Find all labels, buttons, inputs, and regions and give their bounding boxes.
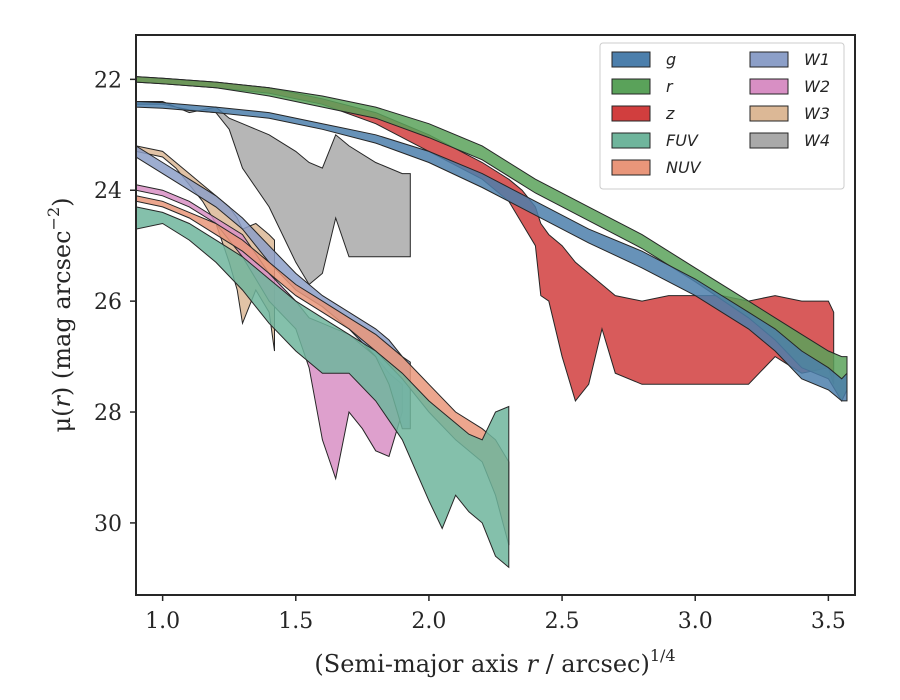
y-axis-label: μ(r) (mag arcsec−2) [44,197,76,432]
x-axis-label: (Semi-major axis r / arcsec)1/4 [314,646,675,678]
legend-label-w3: W3 [804,104,830,123]
series-band-fuv [136,206,510,569]
legend-swatch-fuv [611,132,651,149]
legend-swatch-w1 [749,51,789,68]
legend-swatch-w2 [749,78,789,95]
legend: grz FUV NUV W1 W2 W3 W4 [599,42,845,190]
legend-swatch-r [611,78,651,95]
legend-label-z: z [665,104,675,123]
legend-swatch-w4 [749,132,789,149]
legend-label-fuv: FUV [666,131,699,150]
legend-swatch-nuv [611,159,651,176]
series-band-g [136,100,848,402]
legend-label-g: g [666,50,676,69]
series-layer [136,76,848,569]
y-tick-label: 26 [94,290,122,315]
legend-label-w2: W2 [804,77,830,96]
plot-frame [135,34,856,596]
legend-label-w1: W1 [804,50,830,69]
x-tick-label: 3.5 [811,609,846,634]
x-axis: 1.0 1.5 2.0 2.5 3.0 3.5 [145,595,846,634]
x-tick-label: 2.0 [411,609,446,634]
x-tick-label: 2.5 [545,609,580,634]
x-tick-label: 1.0 [145,609,180,634]
x-tick-label: 3.0 [678,609,713,634]
y-tick-label: 24 [94,179,122,204]
y-tick-label: 28 [94,401,122,426]
legend-swatch-w3 [749,105,789,122]
x-tick-label: 1.5 [278,609,313,634]
y-tick-label: 22 [94,68,122,93]
y-tick-label: 30 [94,512,122,537]
y-axis: 22 24 26 28 30 [94,68,136,537]
legend-swatch-z [611,105,651,122]
series-band-w4 [136,101,411,286]
legend-label-w4: W4 [804,131,830,150]
legend-swatch-g [611,51,651,68]
legend-label-r: r [666,77,674,96]
legend-label-nuv: NUV [666,158,702,177]
